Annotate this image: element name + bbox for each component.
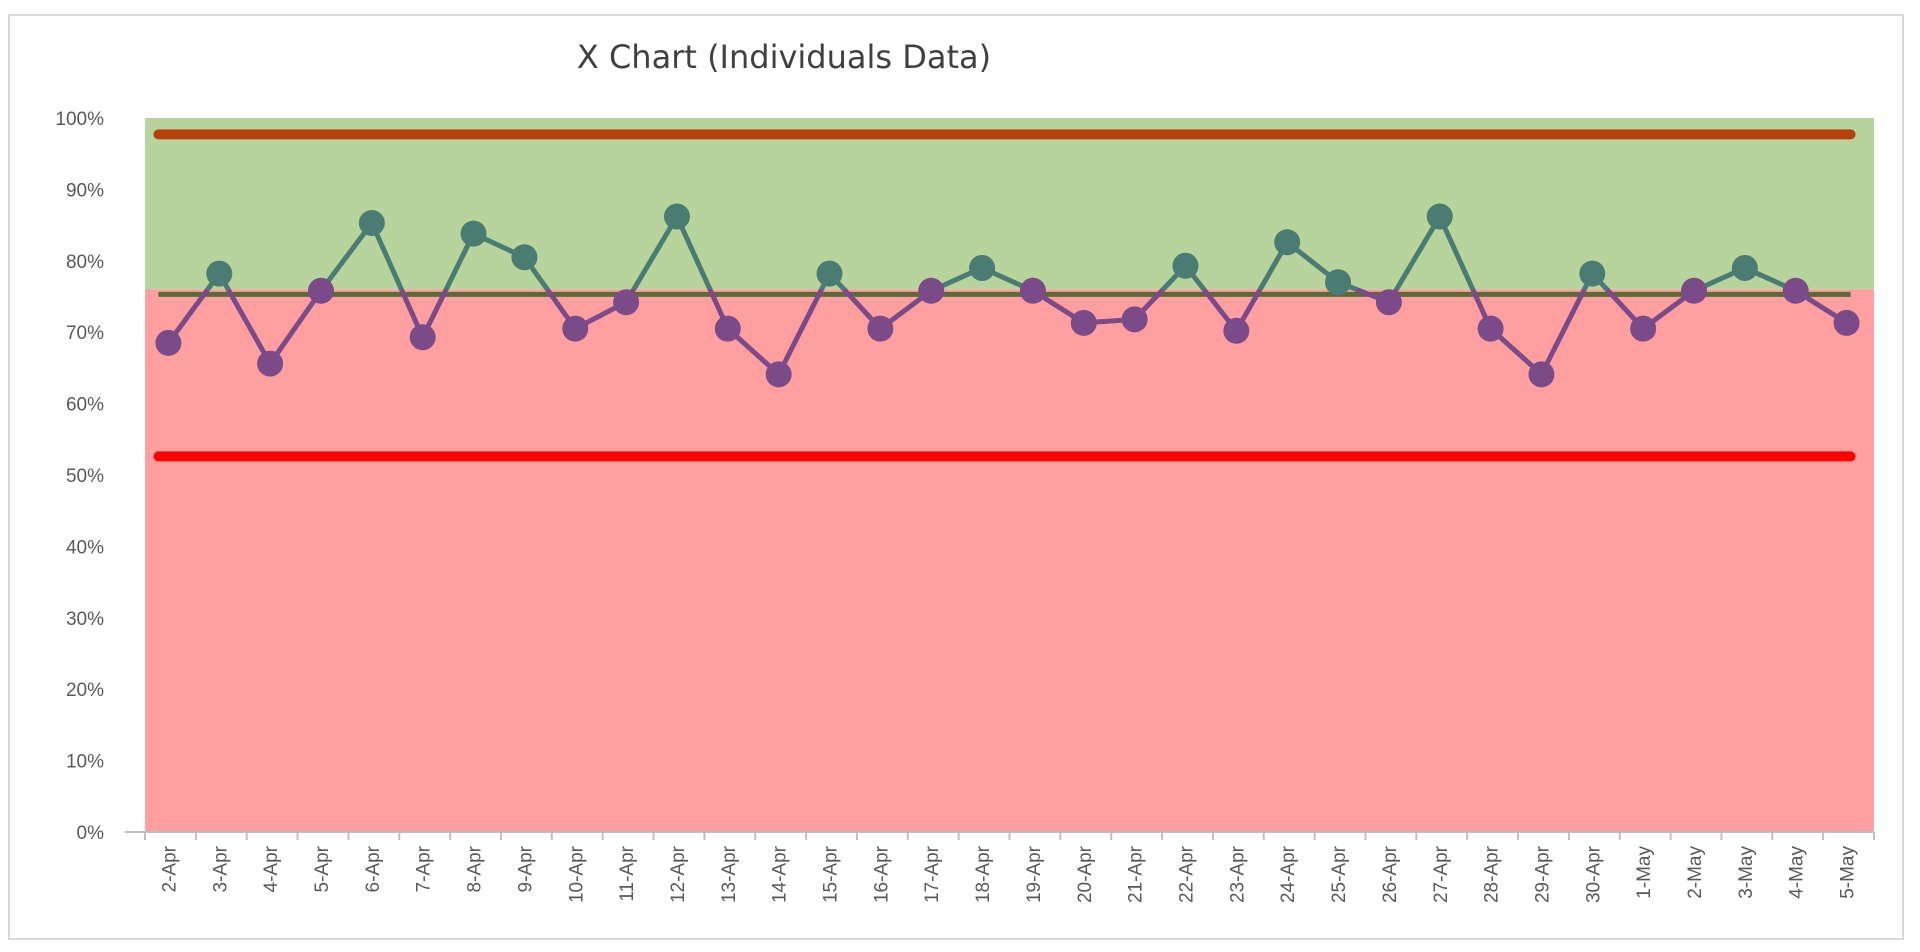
x-tick-label: 2-May	[1685, 846, 1706, 899]
data-point	[1477, 315, 1504, 342]
data-point	[765, 361, 792, 388]
x-tick-label: 17-Apr	[922, 845, 943, 903]
data-point	[663, 203, 690, 230]
y-tick-label: 80%	[66, 252, 104, 273]
data-point	[358, 209, 385, 236]
data-point	[1833, 309, 1860, 336]
x-tick-label: 25-Apr	[1329, 845, 1350, 903]
series-segment	[268, 289, 324, 366]
x-tick-label: 10-Apr	[566, 845, 587, 903]
x-tick-label: 11-Apr	[617, 845, 638, 901]
y-tick-label: 60%	[66, 395, 104, 416]
chart-title: X Chart (Individuals Data)	[576, 38, 992, 76]
x-tick-label: 22-Apr	[1176, 845, 1197, 903]
data-point	[1325, 269, 1352, 296]
y-axis-ticks: 0% 10% 20% 30% 40% 50% 60% 70% 80% 90% 100%	[55, 109, 104, 844]
data-point	[257, 350, 284, 377]
y-tick-label: 100%	[55, 109, 104, 130]
x-tick-label: 1-May	[1634, 846, 1655, 899]
reference-lines	[153, 129, 1856, 462]
x-tick-label: 2-Apr	[159, 845, 180, 892]
y-tick-label: 0%	[77, 823, 105, 844]
data-point	[1019, 277, 1046, 304]
data-point	[1375, 289, 1402, 316]
data-point	[1630, 315, 1657, 342]
data-point	[1121, 306, 1148, 333]
x-tick-label: 13-Apr	[719, 845, 740, 903]
data-point	[1528, 361, 1555, 388]
y-tick-label: 70%	[66, 323, 104, 344]
x-tick-label: 27-Apr	[1431, 845, 1452, 903]
x-axis-ticks: 2-Apr 3-Apr 4-Apr 5-Apr 6-Apr 7-Apr 8-Apr 9-Apr…	[159, 845, 1858, 903]
x-tick-label: 3-May	[1736, 846, 1757, 899]
data-point	[1426, 203, 1453, 230]
x-tick-label: 6-Apr	[363, 845, 384, 892]
x-tick-label: 24-Apr	[1278, 845, 1299, 903]
data-series	[155, 203, 1860, 388]
data-point	[816, 260, 843, 287]
data-point	[867, 315, 894, 342]
series-segment	[631, 215, 680, 291]
y-tick-label: 30%	[66, 609, 104, 630]
data-point	[613, 289, 640, 316]
x-tick-label: 4-Apr	[261, 845, 282, 892]
x-tick-label: 26-Apr	[1380, 845, 1401, 903]
band-below-target	[145, 289, 1874, 832]
x-tick-label: 23-Apr	[1227, 845, 1248, 903]
x-tick-label: 29-Apr	[1532, 845, 1553, 903]
series-segment	[1437, 215, 1476, 291]
x-tick-label: 18-Apr	[973, 845, 994, 903]
x-tick-label: 4-May	[1787, 846, 1808, 899]
series-segment	[225, 288, 273, 365]
x-tick-label: 5-May	[1838, 846, 1859, 899]
x-tick-label: 12-Apr	[668, 845, 689, 903]
x-tick-label: 30-Apr	[1583, 845, 1604, 903]
series-segment	[1394, 215, 1442, 291]
x-tick-label: 8-Apr	[465, 845, 486, 892]
target-bands	[145, 118, 1874, 832]
data-point	[1782, 277, 1809, 304]
data-point	[1172, 252, 1199, 279]
series-segment	[674, 215, 713, 291]
data-point	[155, 329, 182, 356]
band-above-target	[145, 118, 1874, 290]
data-point	[1223, 317, 1250, 344]
data-point	[714, 315, 741, 342]
x-tick-label: 21-Apr	[1126, 845, 1147, 903]
x-tick-label: 9-Apr	[515, 845, 536, 892]
x-tick-label: 20-Apr	[1075, 845, 1096, 903]
data-point	[511, 244, 538, 271]
x-tick-label: 7-Apr	[414, 845, 435, 892]
data-point	[460, 220, 487, 247]
data-point	[918, 277, 945, 304]
axes	[125, 831, 1875, 840]
x-tick-label: 28-Apr	[1482, 845, 1503, 903]
x-tick-label: 15-Apr	[821, 845, 842, 903]
series-segment	[776, 288, 824, 376]
data-point	[409, 324, 436, 351]
x-tick-label: 16-Apr	[871, 845, 892, 903]
data-point	[969, 254, 996, 281]
data-point	[562, 315, 589, 342]
x-tick-label: 14-Apr	[770, 845, 791, 903]
y-tick-label: 40%	[66, 537, 104, 558]
x-tick-label: 19-Apr	[1024, 845, 1045, 903]
y-tick-label: 20%	[66, 680, 104, 701]
x-tick-label: 3-Apr	[210, 845, 231, 892]
series-segment	[320, 221, 374, 291]
y-tick-label: 10%	[66, 752, 104, 773]
data-point	[1070, 309, 1097, 336]
data-point	[1731, 254, 1758, 281]
y-tick-label: 90%	[66, 180, 104, 201]
data-point	[1579, 260, 1606, 287]
series-segment	[1539, 288, 1587, 376]
x-tick-label: 5-Apr	[312, 845, 333, 892]
data-point	[1681, 277, 1708, 304]
data-point	[1274, 229, 1301, 256]
y-tick-label: 50%	[66, 466, 104, 487]
data-point	[206, 260, 233, 287]
data-point	[307, 277, 334, 304]
